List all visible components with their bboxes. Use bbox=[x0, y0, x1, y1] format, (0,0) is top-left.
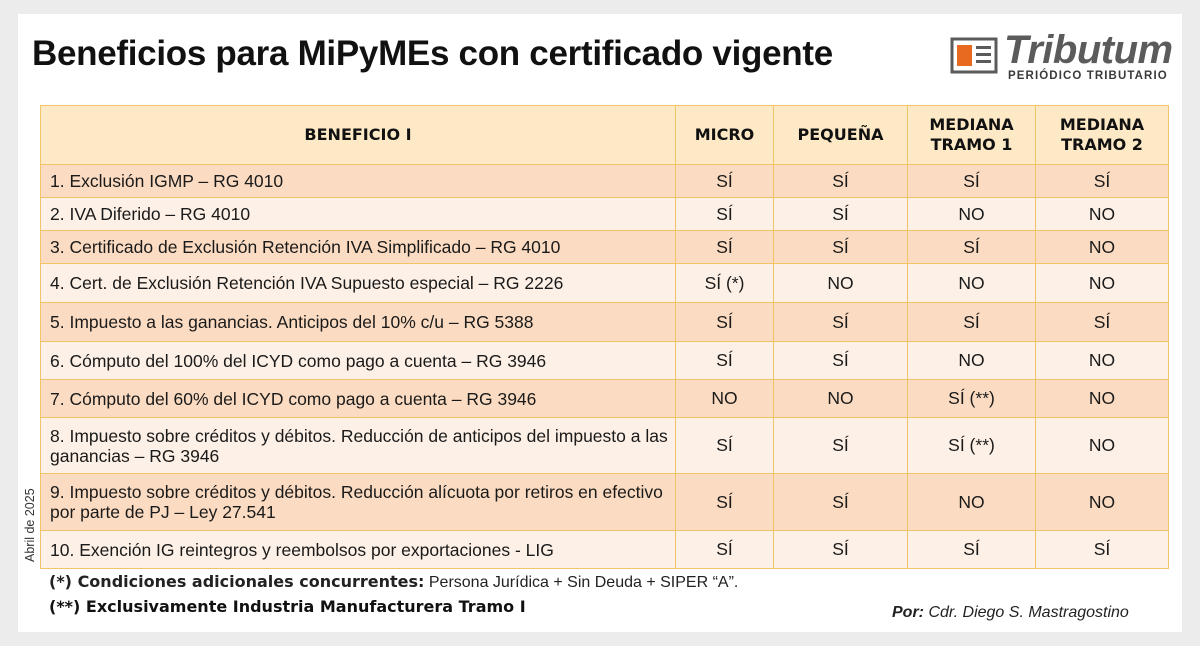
table-row: 3. Certificado de Exclusión Retención IV… bbox=[40, 230, 1169, 264]
infographic-card: Beneficios para MiPyMEs con certificado … bbox=[18, 14, 1182, 632]
author-label: Por: bbox=[892, 604, 924, 621]
author-credit: Por: Cdr. Diego S. Mastragostino bbox=[892, 604, 1129, 622]
cell-mediana-2: SÍ bbox=[1035, 164, 1169, 198]
cell-beneficio: 9. Impuesto sobre créditos y débitos. Re… bbox=[40, 473, 676, 531]
table-row: 6. Cómputo del 100% del ICYD como pago a… bbox=[40, 341, 1169, 380]
cell-mediana-2: NO bbox=[1035, 379, 1169, 418]
header-micro: MICRO bbox=[675, 105, 774, 165]
header-beneficio: BENEFICIO I bbox=[40, 105, 676, 165]
cell-micro: SÍ bbox=[675, 530, 774, 569]
table-row: 9. Impuesto sobre créditos y débitos. Re… bbox=[40, 473, 1169, 531]
page-title: Beneficios para MiPyMEs con certificado … bbox=[32, 34, 833, 73]
cell-micro: NO bbox=[675, 379, 774, 418]
cell-pequena: NO bbox=[773, 379, 908, 418]
author-name: Cdr. Diego S. Mastragostino bbox=[924, 604, 1129, 621]
cell-micro: SÍ bbox=[675, 417, 774, 474]
logo-subtitle: PERIÓDICO TRIBUTARIO bbox=[1008, 70, 1168, 82]
cell-mediana-2: NO bbox=[1035, 473, 1169, 531]
cell-pequena: NO bbox=[773, 263, 908, 303]
cell-beneficio: 7. Cómputo del 60% del ICYD como pago a … bbox=[40, 379, 676, 418]
cell-pequena: SÍ bbox=[773, 417, 908, 474]
benefits-table: BENEFICIO I MICRO PEQUEÑA MEDIANA TRAMO … bbox=[40, 105, 1169, 569]
table-row: 7. Cómputo del 60% del ICYD como pago a … bbox=[40, 379, 1169, 418]
cell-beneficio: 5. Impuesto a las ganancias. Anticipos d… bbox=[40, 302, 676, 342]
side-date: Abril de 2025 bbox=[23, 488, 37, 562]
footnote-1: (*) Condiciones adicionales concurrentes… bbox=[49, 572, 738, 592]
cell-mediana-2: NO bbox=[1035, 417, 1169, 474]
cell-mediana-2: SÍ bbox=[1035, 530, 1169, 569]
cell-mediana-2: NO bbox=[1035, 341, 1169, 380]
cell-pequena: SÍ bbox=[773, 341, 908, 380]
logo-name: Tributum bbox=[1004, 28, 1173, 72]
cell-mediana-2: NO bbox=[1035, 263, 1169, 303]
header-mediana-tramo-1: MEDIANA TRAMO 1 bbox=[907, 105, 1036, 165]
cell-micro: SÍ bbox=[675, 302, 774, 342]
cell-mediana-1: NO bbox=[907, 197, 1036, 231]
cell-mediana-1: NO bbox=[907, 341, 1036, 380]
footnote-1-label: (*) Condiciones adicionales concurrentes… bbox=[49, 572, 425, 591]
newspaper-icon bbox=[950, 37, 998, 74]
cell-mediana-2: SÍ bbox=[1035, 302, 1169, 342]
cell-beneficio: 10. Exención IG reintegros y reembolsos … bbox=[40, 530, 676, 569]
cell-micro: SÍ (*) bbox=[675, 263, 774, 303]
footnote-1-text: Persona Jurídica + Sin Deuda + SIPER “A”… bbox=[424, 574, 739, 591]
table-row: 5. Impuesto a las ganancias. Anticipos d… bbox=[40, 302, 1169, 342]
cell-mediana-1: SÍ bbox=[907, 230, 1036, 264]
header-mediana-tramo-2: MEDIANA TRAMO 2 bbox=[1035, 105, 1169, 165]
cell-pequena: SÍ bbox=[773, 530, 908, 569]
cell-micro: SÍ bbox=[675, 164, 774, 198]
cell-micro: SÍ bbox=[675, 230, 774, 264]
cell-micro: SÍ bbox=[675, 341, 774, 380]
cell-mediana-1: SÍ bbox=[907, 530, 1036, 569]
cell-pequena: SÍ bbox=[773, 473, 908, 531]
table-row: 1. Exclusión IGMP – RG 4010 SÍ SÍ SÍ SÍ bbox=[40, 164, 1169, 198]
header-pequena: PEQUEÑA bbox=[773, 105, 908, 165]
table-header-row: BENEFICIO I MICRO PEQUEÑA MEDIANA TRAMO … bbox=[40, 105, 1169, 165]
logo: Tributum PERIÓDICO TRIBUTARIO bbox=[950, 28, 1173, 90]
cell-beneficio: 2. IVA Diferido – RG 4010 bbox=[40, 197, 676, 231]
table-row: 4. Cert. de Exclusión Retención IVA Supu… bbox=[40, 263, 1169, 303]
cell-micro: SÍ bbox=[675, 197, 774, 231]
table-row: 2. IVA Diferido – RG 4010 SÍ SÍ NO NO bbox=[40, 197, 1169, 231]
cell-micro: SÍ bbox=[675, 473, 774, 531]
cell-beneficio: 3. Certificado de Exclusión Retención IV… bbox=[40, 230, 676, 264]
cell-mediana-1: SÍ bbox=[907, 302, 1036, 342]
cell-mediana-1: NO bbox=[907, 263, 1036, 303]
table-row: 10. Exención IG reintegros y reembolsos … bbox=[40, 530, 1169, 569]
table-row: 8. Impuesto sobre créditos y débitos. Re… bbox=[40, 417, 1169, 474]
cell-pequena: SÍ bbox=[773, 230, 908, 264]
cell-beneficio: 1. Exclusión IGMP – RG 4010 bbox=[40, 164, 676, 198]
cell-mediana-2: NO bbox=[1035, 230, 1169, 264]
cell-mediana-1: SÍ bbox=[907, 164, 1036, 198]
cell-pequena: SÍ bbox=[773, 164, 908, 198]
cell-beneficio: 4. Cert. de Exclusión Retención IVA Supu… bbox=[40, 263, 676, 303]
footnote-2: (**) Exclusivamente Industria Manufactur… bbox=[49, 597, 526, 616]
cell-pequena: SÍ bbox=[773, 302, 908, 342]
cell-mediana-1: SÍ (**) bbox=[907, 379, 1036, 418]
cell-beneficio: 6. Cómputo del 100% del ICYD como pago a… bbox=[40, 341, 676, 380]
cell-mediana-1: NO bbox=[907, 473, 1036, 531]
cell-pequena: SÍ bbox=[773, 197, 908, 231]
cell-beneficio: 8. Impuesto sobre créditos y débitos. Re… bbox=[40, 417, 676, 474]
cell-mediana-1: SÍ (**) bbox=[907, 417, 1036, 474]
cell-mediana-2: NO bbox=[1035, 197, 1169, 231]
